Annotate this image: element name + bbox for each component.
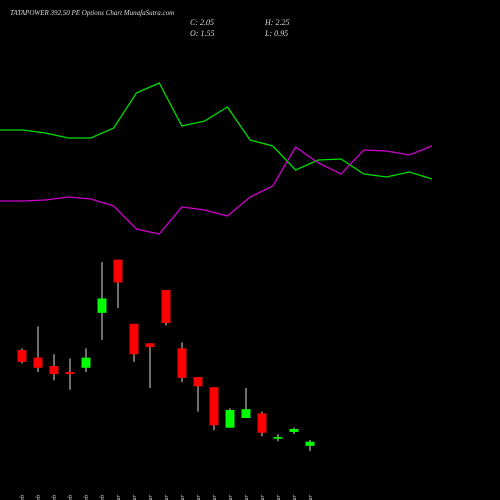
candle-body <box>65 371 75 375</box>
x-tick-label: 18 Mar <box>276 494 282 500</box>
x-tick-label: 28 Feb <box>84 495 90 500</box>
candle-body <box>161 290 171 323</box>
candle-body <box>145 343 155 348</box>
candle-body <box>305 441 315 446</box>
ohlc-label: C: 2.05 <box>190 18 214 27</box>
candle-body <box>33 357 43 368</box>
x-tick-label: 05 Mar <box>148 494 154 500</box>
ohlc-label: O: 1.55 <box>190 29 214 38</box>
x-tick-label: 04 Mar <box>131 494 138 500</box>
x-tick-label: 13 Mar <box>228 494 234 500</box>
candle-body <box>177 348 187 378</box>
x-tick-label: 15 Mar <box>260 494 266 500</box>
x-tick-label: 26 Feb <box>52 495 58 500</box>
candle-body <box>225 409 235 428</box>
x-tick-label: 07 Mar <box>180 494 186 500</box>
candle-body <box>273 437 283 439</box>
x-tick-label: 01 Mar <box>116 494 122 500</box>
ohlc-label: H: 2.25 <box>264 18 289 27</box>
candle-body <box>129 323 139 355</box>
chart-title: TATAPOWER 392.50 PE Options Chart Munafa… <box>10 9 174 17</box>
candle-body <box>289 429 299 432</box>
x-tick-label: 19 Mar <box>292 494 298 500</box>
x-tick-label: 27 Feb <box>68 495 74 500</box>
indicator-line <box>0 82 433 180</box>
ohlc-label: L: 0.95 <box>264 29 288 38</box>
candle-body <box>193 377 203 387</box>
candle-body <box>17 350 27 362</box>
x-tick-label: 06 Mar <box>164 494 170 500</box>
candle-body <box>241 409 251 419</box>
candle-body <box>81 357 91 368</box>
candle-body <box>113 259 123 283</box>
indicator-line <box>0 145 433 235</box>
x-tick-label: 14 Mar <box>243 494 250 500</box>
candle-body <box>49 366 59 375</box>
x-tick-label: 22 Feb <box>20 495 26 500</box>
candle-body <box>97 298 107 313</box>
x-tick-label: 23 Feb <box>36 495 42 500</box>
candle-body <box>209 387 219 426</box>
x-tick-label: 20 Mar <box>308 494 314 500</box>
candle-body <box>257 413 267 433</box>
x-tick-label: 11 Mar <box>196 494 202 500</box>
x-tick-label: 12 Mar <box>212 494 218 500</box>
x-tick-label: 29 Feb <box>100 495 106 500</box>
